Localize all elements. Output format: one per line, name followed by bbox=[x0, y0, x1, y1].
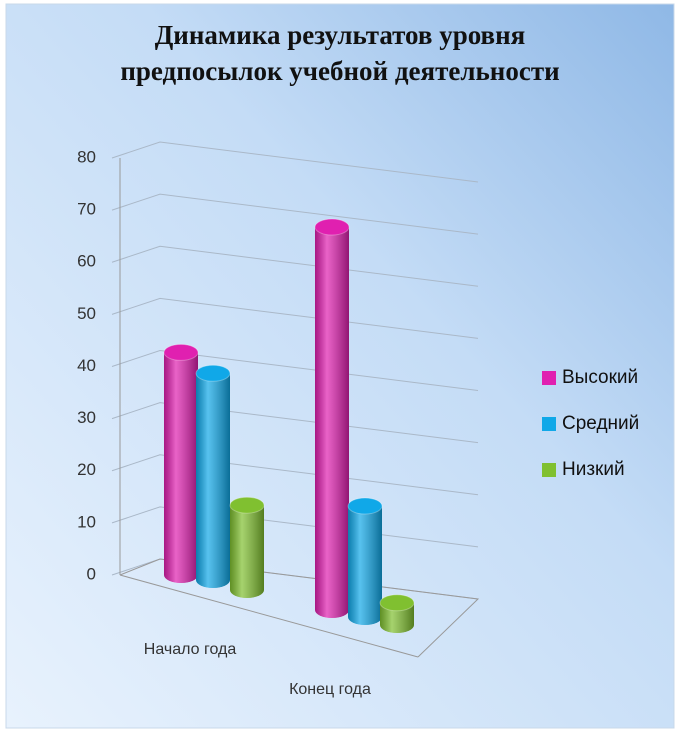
grid-line bbox=[111, 297, 479, 339]
cylinder-top bbox=[379, 594, 415, 612]
bar bbox=[314, 218, 350, 619]
floor-edge bbox=[119, 574, 419, 658]
cylinder-shade bbox=[380, 602, 414, 633]
cylinder-top bbox=[314, 218, 350, 236]
chart-title: предпосылок учебной деятельности bbox=[120, 56, 559, 86]
grid-line bbox=[111, 349, 479, 391]
cylinder-shade bbox=[315, 227, 349, 619]
bar bbox=[195, 364, 231, 588]
cylinder-shade bbox=[196, 373, 230, 588]
legend-label: Низкий bbox=[562, 459, 625, 480]
y-tick-label: 30 bbox=[77, 408, 96, 427]
y-tick-label: 50 bbox=[77, 304, 96, 323]
cylinder-shade bbox=[230, 505, 264, 598]
legend-swatch bbox=[542, 463, 556, 477]
cylinder-top bbox=[229, 496, 265, 514]
grid-line bbox=[111, 454, 479, 496]
legend-label: Высокий bbox=[562, 367, 638, 388]
bar bbox=[379, 594, 415, 633]
legend-swatch bbox=[542, 371, 556, 385]
legend-label: Средний bbox=[562, 413, 639, 434]
bar bbox=[347, 497, 383, 625]
x-tick-label: Начало года bbox=[144, 641, 237, 658]
cylinder-shade bbox=[164, 352, 198, 583]
y-tick-label: 20 bbox=[77, 460, 96, 479]
grid-line bbox=[111, 141, 479, 183]
cylinder-top bbox=[347, 497, 383, 515]
y-tick-label: 60 bbox=[77, 252, 96, 271]
y-tick-label: 70 bbox=[77, 200, 96, 219]
grid-line bbox=[111, 193, 479, 235]
grid-line bbox=[111, 402, 479, 444]
grid-line bbox=[111, 245, 479, 287]
y-tick-label: 10 bbox=[77, 512, 96, 531]
y-tick-label: 40 bbox=[77, 356, 96, 375]
y-tick-label: 80 bbox=[77, 147, 96, 166]
bar bbox=[163, 343, 199, 583]
y-tick-label: 0 bbox=[87, 564, 96, 583]
x-tick-label: Конец года bbox=[289, 681, 371, 698]
cylinder-top bbox=[163, 343, 199, 361]
bar bbox=[229, 496, 265, 598]
chart-title: Динамика результатов уровня bbox=[155, 20, 526, 50]
cylinder-top bbox=[195, 364, 231, 382]
legend-swatch bbox=[542, 417, 556, 431]
cylinder-shade bbox=[348, 506, 382, 625]
